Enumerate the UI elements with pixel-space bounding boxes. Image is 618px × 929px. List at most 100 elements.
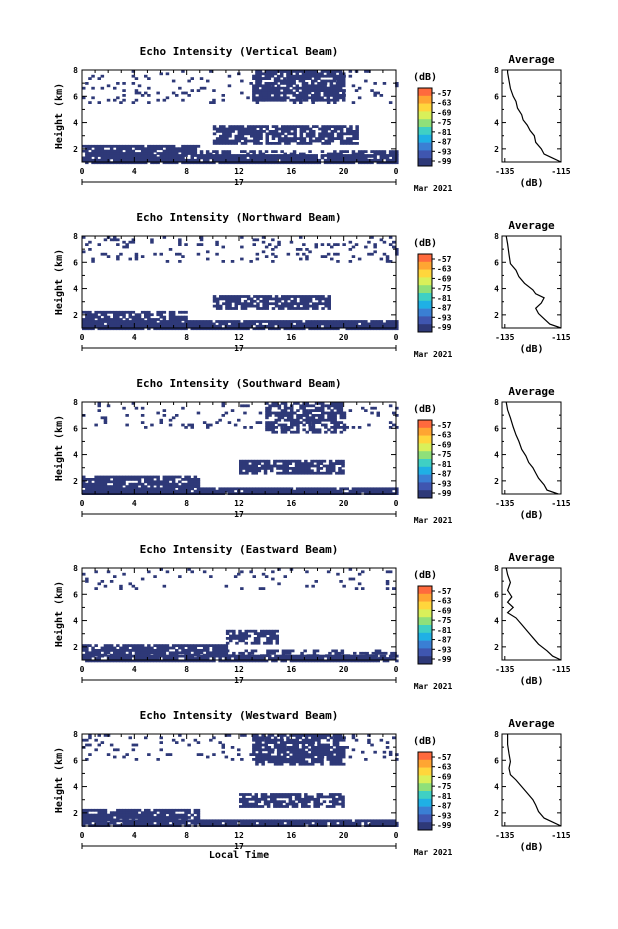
echo-cell xyxy=(209,161,213,165)
echo-cell xyxy=(332,464,336,468)
echo-cell xyxy=(116,149,120,153)
echo-cell xyxy=(113,161,117,165)
echo-cell xyxy=(175,320,179,323)
average-profile-line xyxy=(505,567,562,661)
echo-cell xyxy=(184,158,188,162)
echo-cell xyxy=(264,324,269,328)
echo-cell xyxy=(336,125,341,128)
echo-cell xyxy=(153,489,157,493)
echo-cell xyxy=(264,150,269,153)
echo-cell xyxy=(178,318,182,321)
echo-cell xyxy=(106,659,111,663)
echo-cell xyxy=(128,821,132,825)
echo-cell xyxy=(265,295,269,298)
echo-cell xyxy=(199,161,204,165)
echo-cell xyxy=(252,161,256,165)
echo-cell xyxy=(196,659,201,663)
echo-cell xyxy=(370,489,374,493)
echo-cell xyxy=(134,161,139,165)
echo-cell xyxy=(261,587,266,590)
echo-cell xyxy=(224,487,229,491)
echo-cell xyxy=(258,320,263,323)
echo-cell xyxy=(299,152,303,156)
echo-cell xyxy=(255,101,260,104)
echo-cell xyxy=(137,315,142,319)
echo-cell xyxy=(273,793,277,796)
echo-cell xyxy=(274,304,279,308)
echo-cell xyxy=(100,480,105,484)
x-tick-label: 20 xyxy=(339,167,349,176)
echo-cell xyxy=(94,320,98,323)
echo-cell xyxy=(209,70,213,73)
echo-cell xyxy=(252,94,256,97)
echo-cell xyxy=(333,428,337,432)
echo-cell xyxy=(119,313,123,317)
echo-cell xyxy=(327,411,331,415)
echo-cell xyxy=(338,797,342,801)
echo-cell xyxy=(109,475,114,479)
echo-cell xyxy=(312,132,316,136)
echo-cell xyxy=(134,255,139,258)
echo-cell xyxy=(339,130,344,133)
echo-cell xyxy=(175,161,179,165)
echo-cell xyxy=(225,295,229,298)
echo-cell xyxy=(266,651,270,655)
echo-cell xyxy=(181,651,185,655)
echo-cell xyxy=(206,426,210,429)
echo-cell xyxy=(243,654,247,658)
echo-cell xyxy=(162,653,167,657)
echo-cell xyxy=(243,155,247,158)
echo-cell xyxy=(274,327,278,331)
echo-cell xyxy=(238,639,242,643)
echo-cell xyxy=(286,428,291,432)
echo-cell xyxy=(147,320,151,323)
echo-cell xyxy=(330,324,334,328)
echo-cell xyxy=(283,86,287,90)
echo-cell xyxy=(357,154,362,157)
echo-cell xyxy=(171,653,176,657)
echo-cell xyxy=(116,154,120,157)
echo-cell xyxy=(103,161,108,165)
echo-cell xyxy=(271,489,275,493)
echo-cell xyxy=(348,659,353,663)
echo-cell xyxy=(267,155,272,158)
echo-cell xyxy=(282,795,286,799)
echo-cell xyxy=(286,86,290,90)
echo-cell xyxy=(97,320,101,323)
echo-cell xyxy=(212,156,216,160)
colorbar-tick-label: -69 xyxy=(437,108,452,117)
echo-cell xyxy=(144,475,148,479)
echo-cell xyxy=(348,154,353,157)
echo-cell xyxy=(153,324,157,328)
echo-cell xyxy=(326,324,331,328)
echo-cell xyxy=(140,324,145,328)
echo-cell xyxy=(181,816,185,819)
echo-cell xyxy=(280,150,284,153)
echo-cell xyxy=(328,651,332,655)
echo-cell xyxy=(265,304,269,308)
echo-cell xyxy=(330,411,334,415)
echo-cell xyxy=(250,302,254,306)
echo-cell xyxy=(119,322,123,326)
echo-cell xyxy=(150,811,154,815)
echo-cell xyxy=(293,125,297,128)
echo-cell xyxy=(283,77,287,80)
echo-cell xyxy=(184,318,188,321)
echo-cell xyxy=(271,132,276,136)
average-x-tick-label: -115 xyxy=(551,333,570,342)
echo-cell xyxy=(325,469,330,473)
echo-cell xyxy=(316,467,320,470)
echo-cell xyxy=(125,475,129,479)
echo-cell xyxy=(311,414,315,417)
echo-cell xyxy=(304,98,309,102)
echo-cell xyxy=(392,324,396,328)
echo-cell xyxy=(357,161,362,165)
echo-cell xyxy=(311,736,315,740)
echo-cell xyxy=(218,161,222,165)
echo-cell xyxy=(382,82,387,85)
colorbar-tick-label: -81 xyxy=(437,294,452,303)
echo-cell xyxy=(171,161,176,165)
echo-cell xyxy=(338,82,343,85)
echo-cell xyxy=(318,127,322,131)
echo-cell xyxy=(351,487,356,491)
